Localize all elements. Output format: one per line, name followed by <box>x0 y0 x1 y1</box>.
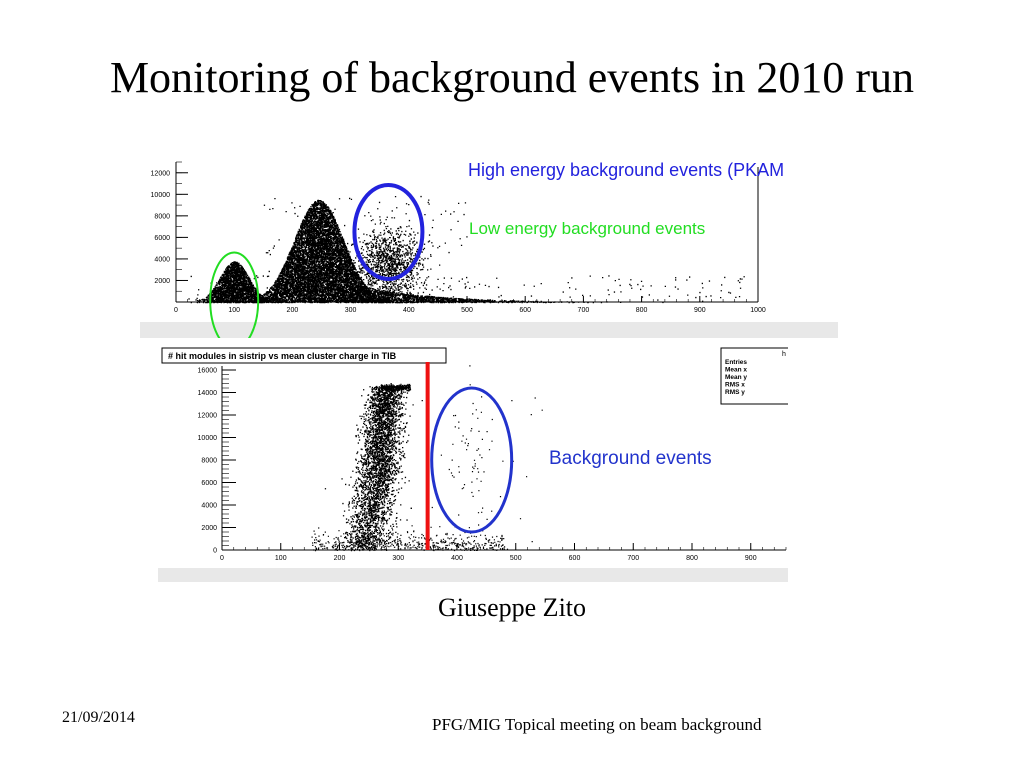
bottom-plot-title-box <box>161 347 447 364</box>
top-x-tick-label: 0 <box>174 307 178 314</box>
top-x-tick-label: 700 <box>578 307 590 314</box>
bottom-x-tick-label: 800 <box>686 555 698 562</box>
bottom-x-tick-labels: 0 100 200 300 400 500 600 700 800 900 <box>220 555 757 562</box>
bottom-plot-title: # hit modules in sistrip vs mean cluster… <box>168 351 397 361</box>
bottom-plot-bottom-band <box>158 568 788 582</box>
stats-box-entry: Mean y <box>725 374 747 381</box>
top-x-tick-label: 200 <box>287 307 299 314</box>
bottom-scatter-points <box>311 365 543 552</box>
top-tail-points <box>350 282 664 304</box>
bottom-base-points <box>311 524 506 552</box>
bottom-main-band-points <box>324 385 423 552</box>
bottom-x-tick-label: 700 <box>627 555 639 562</box>
top-y-tick-label: 10000 <box>151 192 171 199</box>
bottom-x-tick-label: 300 <box>392 555 404 562</box>
top-y-tick-label: 12000 <box>151 170 171 177</box>
bottom-y-tick-label: 8000 <box>201 458 217 465</box>
bottom-x-tick-label: 400 <box>451 555 463 562</box>
top-plot-background <box>140 152 838 338</box>
bottom-x-tick-label: 100 <box>275 555 287 562</box>
top-scatter-points <box>188 195 745 304</box>
bottom-y-tick-labels: 0 2000 4000 6000 8000 10000 12000 14000 16000 <box>198 368 218 555</box>
top-x-tick-label: 100 <box>228 307 240 314</box>
bottom-y-tick-label: 14000 <box>198 390 218 397</box>
top-y-tick-labels: 2000 4000 6000 8000 10000 12000 <box>151 170 171 285</box>
top-high-energy-points <box>344 212 432 304</box>
background-events-annotation: Background events <box>549 448 712 469</box>
bottom-x-tick-label: 600 <box>569 555 581 562</box>
stats-box-entry: RMS x <box>725 382 745 389</box>
high-energy-circle <box>352 183 425 281</box>
low-energy-annotation: Low energy background events <box>469 219 705 238</box>
bottom-y-tick-label: 4000 <box>201 503 217 510</box>
top-x-tick-label: 1000 <box>750 307 766 314</box>
bottom-y-tick-label: 2000 <box>201 525 217 532</box>
bottom-plot-axes <box>221 366 787 551</box>
bottom-y-tick-label: 12000 <box>198 413 218 420</box>
top-x-tick-labels: 0 100 200 300 400 500 600 700 800 900 1000 <box>174 307 766 314</box>
bottom-ridge-points <box>380 383 412 392</box>
top-plot-bottom-band <box>140 322 838 338</box>
bottom-y-tick-label: 10000 <box>198 435 218 442</box>
stats-box-entry: Entries <box>725 359 747 366</box>
bottom-plot-panel: 0 100 200 300 400 500 600 700 800 900 0 2000 4000 60… <box>158 344 788 582</box>
top-main-band-points <box>226 199 414 304</box>
stats-box-frame <box>720 347 788 405</box>
bottom-y-tick-label: 16000 <box>198 368 218 375</box>
stats-box-entry: RMS y <box>725 389 745 396</box>
top-plot-panel: 0 100 200 300 400 500 600 700 800 900 1000 2000 400… <box>140 152 838 338</box>
top-y-tick-label: 8000 <box>154 213 170 220</box>
bottom-x-tick-label: 900 <box>745 555 757 562</box>
footer-meeting: PFG/MIG Topical meeting on beam backgrou… <box>432 715 762 734</box>
bottom-plot-background <box>158 344 788 582</box>
bottom-scatter-plot: 0 100 200 300 400 500 600 700 800 900 0 2000 4000 60… <box>158 344 788 582</box>
top-x-tick-label: 600 <box>519 307 531 314</box>
top-y-tick-label: 2000 <box>154 278 170 285</box>
top-y-tick-label: 4000 <box>154 256 170 263</box>
top-x-tick-label: 500 <box>461 307 473 314</box>
top-x-tick-label: 800 <box>636 307 648 314</box>
stats-box-entry: Mean x <box>725 367 747 374</box>
top-x-tick-label: 400 <box>403 307 415 314</box>
bottom-x-tick-label: 0 <box>220 555 224 562</box>
stats-box-header: h <box>782 351 786 358</box>
top-x-tick-label: 300 <box>345 307 357 314</box>
bottom-x-tick-label: 200 <box>334 555 346 562</box>
bottom-x-tick-label: 500 <box>510 555 522 562</box>
top-low-energy-points <box>190 261 291 304</box>
top-x-tick-label: 900 <box>694 307 706 314</box>
low-energy-circle <box>209 251 260 338</box>
slide-title: Monitoring of background events in 2010 … <box>109 53 915 102</box>
bottom-y-tick-label: 0 <box>213 548 217 555</box>
footer-date: 21/09/2014 <box>62 709 135 726</box>
high-energy-annotation: High energy background events (PKAM <box>468 160 784 180</box>
bottom-y-tick-label: 6000 <box>201 480 217 487</box>
background-events-circle <box>430 386 514 534</box>
author-name: Giuseppe Zito <box>437 593 587 622</box>
top-scatter-plot: 0 100 200 300 400 500 600 700 800 900 1000 2000 400… <box>140 152 838 338</box>
top-y-tick-label: 6000 <box>154 235 170 242</box>
